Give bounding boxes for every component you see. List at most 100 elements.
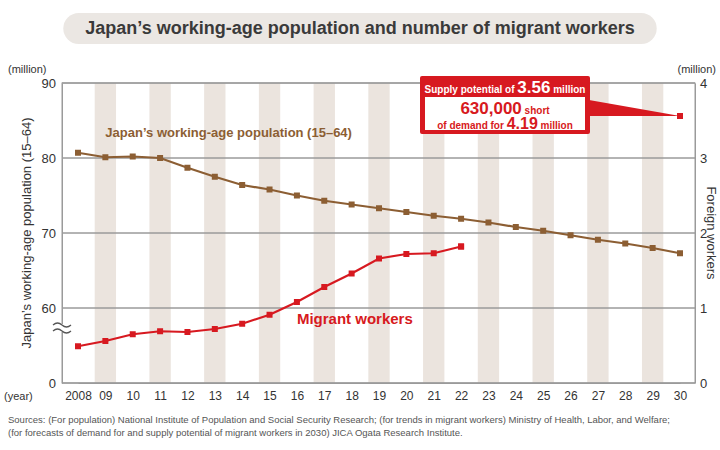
title: Japan’s working-age population and numbe… bbox=[85, 18, 634, 38]
axis-line bbox=[79, 383, 681, 384]
annotation-text: of demand for bbox=[437, 120, 506, 131]
source-text: (for forecasts of demand for and supply … bbox=[8, 427, 463, 438]
x-tick-label: 18 bbox=[345, 389, 359, 403]
series-marker bbox=[130, 331, 136, 337]
y-tick: 70 bbox=[42, 226, 62, 241]
x-tick: 26 bbox=[564, 383, 578, 403]
y-tick-label: 90 bbox=[42, 76, 56, 91]
y-tick: 0 bbox=[49, 376, 62, 391]
y-tick-label: 60 bbox=[42, 301, 56, 316]
title-group: Japan’s working-age population and numbe… bbox=[63, 13, 656, 44]
x-tick: 09 bbox=[99, 383, 113, 403]
y-tick: 60 bbox=[42, 301, 62, 316]
series-marker bbox=[568, 232, 574, 238]
y-tick-label: 80 bbox=[42, 151, 56, 166]
x-tick-label: 20 bbox=[400, 389, 414, 403]
series-marker bbox=[403, 209, 409, 215]
series-marker bbox=[102, 154, 108, 160]
x-tick-label: 26 bbox=[564, 389, 578, 403]
axis-break-gap bbox=[53, 324, 71, 332]
x-tick: 20 bbox=[400, 383, 414, 403]
source: Sources: (For population) National Insti… bbox=[8, 414, 670, 438]
x-tick-label: 16 bbox=[291, 389, 305, 403]
x-tick-label: 27 bbox=[592, 389, 606, 403]
series-marker bbox=[239, 321, 245, 327]
plot-frame bbox=[62, 83, 695, 383]
series-marker bbox=[431, 250, 437, 256]
x-tick: 16 bbox=[291, 383, 305, 403]
x-tick-label: 12 bbox=[181, 389, 195, 403]
series-marker bbox=[267, 312, 273, 318]
series-marker bbox=[513, 224, 519, 230]
series-marker bbox=[157, 155, 163, 161]
series-marker bbox=[267, 187, 273, 193]
y2-tick-label: 1 bbox=[700, 301, 707, 316]
annotation-text: million bbox=[538, 120, 573, 131]
series-labels: Japan’s working-age population (15–64)Mi… bbox=[105, 125, 412, 327]
grid bbox=[62, 83, 695, 383]
x-tick-label: 25 bbox=[537, 389, 551, 403]
axis-line bbox=[62, 84, 63, 384]
annotation-text: Supply potential of bbox=[425, 84, 518, 95]
series-marker bbox=[431, 213, 437, 219]
series-marker bbox=[458, 216, 464, 222]
x-tick: 18 bbox=[345, 383, 359, 403]
x-tick-label: 22 bbox=[455, 389, 469, 403]
x-tick: 14 bbox=[236, 383, 250, 403]
grid-line-y2 bbox=[62, 308, 695, 309]
x-tick: 30 bbox=[674, 383, 688, 403]
y2-tick: 4 bbox=[695, 76, 707, 91]
data-marks bbox=[75, 113, 683, 349]
chart-svg: Japan’s working-age population and numbe… bbox=[0, 0, 720, 450]
chart-container: Japan’s working-age population and numbe… bbox=[0, 0, 720, 450]
y2-tick-label: 0 bbox=[700, 376, 707, 391]
x-tick-label: 09 bbox=[99, 389, 113, 403]
y2-tick: 3 bbox=[695, 151, 707, 166]
x-tick: 19 bbox=[373, 383, 387, 403]
grid-line-y2 bbox=[62, 233, 695, 234]
series-marker bbox=[540, 228, 546, 234]
y-tick: 90 bbox=[42, 76, 62, 91]
x-tick-label: 14 bbox=[236, 389, 250, 403]
x-tick-label: 19 bbox=[373, 389, 387, 403]
y-axis: 0 60 70 80 90 bbox=[42, 76, 63, 391]
annotation-inner-box bbox=[425, 97, 585, 130]
series-marker bbox=[458, 244, 464, 250]
series-marker bbox=[75, 343, 81, 349]
series-marker bbox=[677, 250, 683, 256]
axis-break-line bbox=[53, 323, 71, 327]
source-text: Sources: (For population) National Insti… bbox=[8, 414, 670, 425]
x-tick: 24 bbox=[510, 383, 524, 403]
series-marker bbox=[376, 256, 382, 262]
x-tick: 11 bbox=[154, 383, 167, 403]
series-marker bbox=[321, 198, 327, 204]
y2-tick: 1 bbox=[695, 301, 707, 316]
series-marker bbox=[157, 328, 163, 334]
x-tick-label: 17 bbox=[318, 389, 332, 403]
annotation-value: 3.56 bbox=[517, 78, 550, 97]
x-tick: 12 bbox=[181, 383, 195, 403]
y2-tick-label: 4 bbox=[700, 76, 707, 91]
series-marker bbox=[239, 182, 245, 188]
x-tick-label: 13 bbox=[209, 389, 223, 403]
annotation-line: of demand for 4.19 million bbox=[437, 115, 573, 132]
x-tick: 27 bbox=[592, 383, 606, 403]
axis-line bbox=[695, 84, 696, 384]
x-tick: 13 bbox=[209, 383, 223, 403]
annotation: Supply potential of 3.56 million630,000 … bbox=[420, 76, 680, 134]
x-tick-label: 28 bbox=[619, 389, 633, 403]
x-tick-label: 30 bbox=[674, 389, 688, 403]
series-marker bbox=[130, 154, 136, 160]
series-marker bbox=[349, 271, 355, 277]
y-tick: 80 bbox=[42, 151, 62, 166]
series-marker bbox=[294, 299, 300, 305]
x-axis: 2008091011121314151617181920212223242526… bbox=[65, 383, 687, 403]
annotation-line: Supply potential of 3.56 million bbox=[425, 78, 586, 97]
x-tick: 10 bbox=[127, 383, 141, 403]
series-marker bbox=[294, 193, 300, 199]
grid-line bbox=[62, 233, 695, 234]
series-line bbox=[78, 153, 680, 254]
grid-line bbox=[62, 308, 695, 309]
annotation-box bbox=[420, 76, 590, 134]
series-marker bbox=[403, 251, 409, 257]
